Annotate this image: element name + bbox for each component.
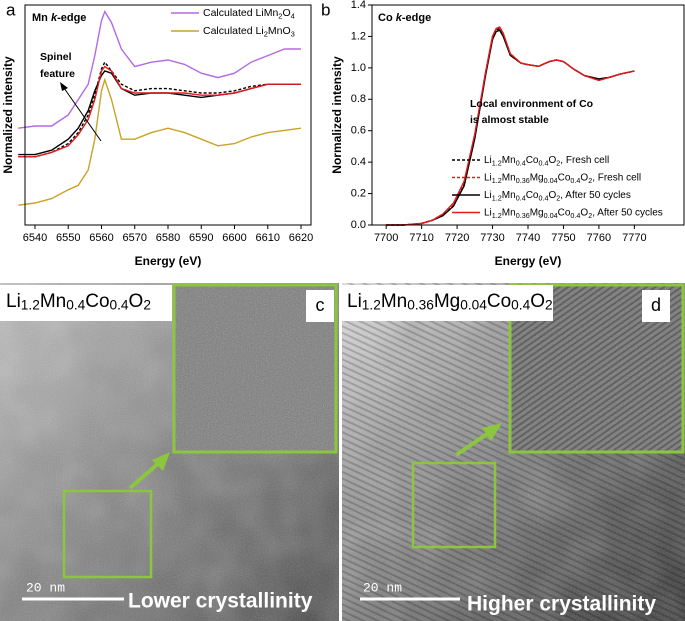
zoom-arrow — [128, 460, 162, 490]
y-tick-label: 0.6 — [351, 125, 366, 137]
y-tick-label: 1.2 — [351, 30, 366, 42]
zoom-arrow — [454, 430, 492, 457]
x-tick-label: 6570 — [123, 232, 147, 244]
annotation: feature — [40, 68, 75, 80]
y-tick-label: 1.0 — [351, 62, 366, 74]
panel-label: c — [316, 295, 325, 315]
panel-label: d — [651, 295, 661, 315]
arrow — [63, 87, 102, 142]
chart-title: Mn k-edge — [32, 12, 86, 24]
x-tick-label: 7760 — [587, 232, 611, 244]
y-axis-label: Normalized intensity — [330, 56, 344, 174]
x-tick-label: 6560 — [89, 232, 113, 244]
plot-frame — [371, 4, 685, 226]
y-tick-label: 0.8 — [351, 93, 366, 105]
tem-image-d: Li1.2Mn0.36Mg0.04Co0.4O2 d 20 nm Higher … — [342, 283, 685, 621]
image-annotation: Lower crystallinity — [128, 590, 313, 613]
legend-label: Calculated LiMn2O4 — [203, 7, 295, 21]
annotation: Local environment of Co — [470, 98, 593, 110]
y-axis-label: Normalized intensity — [1, 56, 15, 174]
x-tick-label: 7720 — [445, 232, 469, 244]
x-axis-label: Energy (eV) — [135, 254, 202, 268]
caption-box — [0, 285, 172, 321]
series-line — [18, 10, 301, 129]
legend-label: Li1.2Mn0.4Co0.4O2, After 50 cycles — [484, 190, 631, 203]
x-tick-label: 7730 — [480, 232, 504, 244]
series-line — [18, 77, 302, 206]
x-tick-label: 6610 — [256, 232, 280, 244]
x-tick-label: 6580 — [156, 232, 180, 244]
image-annotation: Higher crystallinity — [467, 593, 656, 616]
panel-label-box — [642, 290, 670, 322]
panel-label-box — [306, 290, 334, 322]
panel-label: a — [6, 0, 16, 19]
y-tick-label: 1.4 — [351, 0, 366, 11]
x-tick-label: 6590 — [189, 232, 213, 244]
y-tick-label: 0.0 — [351, 219, 366, 231]
x-tick-label: 7700 — [374, 232, 398, 244]
series-line — [18, 60, 301, 158]
series-line — [18, 65, 301, 158]
legend-label: Li1.2Mn0.36Mg0.04Co0.4O2, After 50 cycle… — [484, 207, 663, 220]
x-axis-label: Energy (eV) — [495, 254, 562, 268]
y-tick-label: 0.4 — [351, 156, 366, 168]
x-tick-label: 6600 — [222, 232, 246, 244]
arrow-head — [60, 82, 68, 91]
chart-title: Co k-edge — [378, 12, 431, 24]
x-tick-label: 7740 — [516, 232, 540, 244]
x-tick-label: 7710 — [409, 232, 433, 244]
annotation: Spinel — [40, 51, 72, 63]
x-tick-label: 6620 — [289, 232, 313, 244]
panel-label: b — [321, 0, 330, 19]
legend-label: Li1.2Mn0.36Mg0.04Co0.4O2, Fresh cell — [484, 172, 641, 185]
chart-panel: a Mn k-edge Energy (eV) Normalized intensit… — [1, 0, 313, 268]
legend-label: Li1.2Mn0.4Co0.4O2, Fresh cell — [484, 155, 609, 168]
tem-image-c: Li1.2Mn0.4Co0.4O2 c 20 nm Lower crystall… — [0, 283, 339, 621]
zoom-box — [411, 461, 497, 549]
inset-frame — [508, 283, 685, 454]
scale-bar-label: 20 nm — [26, 580, 65, 595]
plot-frame — [24, 4, 312, 226]
inset-frame — [172, 283, 338, 454]
caption-box — [342, 285, 553, 321]
image-caption: Li1.2Mn0.4Co0.4O2 — [6, 291, 151, 312]
x-tick-label: 6550 — [56, 232, 80, 244]
zoom-arrow-head — [152, 452, 170, 471]
y-tick-label: 0.2 — [351, 187, 366, 199]
image-caption: Li1.2Mn0.36Mg0.04Co0.4O2 — [347, 291, 553, 312]
x-tick-label: 7770 — [622, 232, 646, 244]
x-tick-label: 7750 — [551, 232, 575, 244]
zoom-box — [62, 489, 153, 579]
legend-label: Calculated Li2MnO3 — [203, 25, 295, 39]
scale-bar-label: 20 nm — [363, 580, 402, 595]
annotation: is almost stable — [470, 114, 549, 126]
x-tick-label: 6540 — [23, 232, 47, 244]
series-line — [386, 26, 635, 226]
zoom-arrow-head — [482, 423, 502, 441]
chart-panel: b Co k-edge Energy (eV) Normalized intensit… — [321, 0, 685, 268]
